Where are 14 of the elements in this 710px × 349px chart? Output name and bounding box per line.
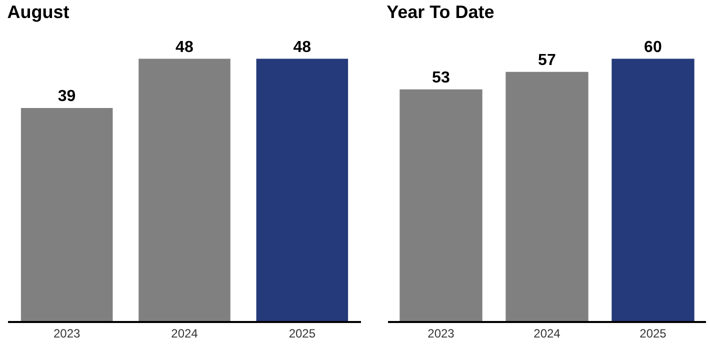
chart-title: August bbox=[7, 2, 70, 22]
x-tick-label: 2023 bbox=[53, 326, 80, 340]
data-label: 48 bbox=[293, 38, 312, 56]
x-tick-label: 2025 bbox=[640, 326, 667, 340]
data-label: 39 bbox=[58, 88, 76, 105]
x-tick-label: 2025 bbox=[288, 326, 316, 340]
data-label: 48 bbox=[176, 38, 194, 56]
chart-title: Year To Date bbox=[386, 2, 494, 22]
x-tick-label: 2024 bbox=[171, 326, 198, 340]
x-tick-label: 2023 bbox=[428, 326, 455, 340]
data-label: 53 bbox=[432, 69, 450, 86]
data-label: 60 bbox=[644, 38, 662, 56]
data-label: 57 bbox=[538, 52, 556, 69]
x-tick-label: 2024 bbox=[534, 326, 561, 340]
